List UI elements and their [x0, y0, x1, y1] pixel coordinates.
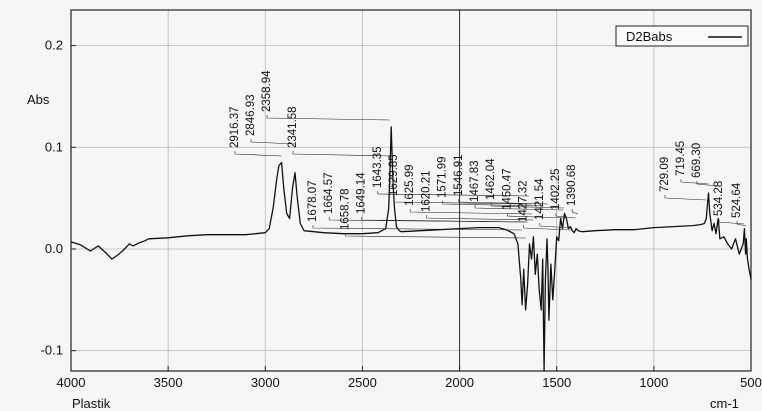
peak-label: 1450.47 — [501, 168, 513, 210]
plot-frame — [70, 9, 752, 372]
peak-label: 719.45 — [675, 141, 687, 176]
peak-leader — [736, 221, 747, 227]
peak-leader — [474, 205, 564, 211]
x-tick-label: 4000 — [57, 375, 86, 390]
peak-leader — [345, 233, 526, 239]
peak-leader — [664, 195, 707, 201]
peak-leader — [539, 223, 573, 229]
peak-leader — [426, 215, 534, 221]
y-tick-label: 0.0 — [45, 241, 63, 256]
peak-leader — [234, 151, 282, 157]
axis-ticks: 4000 3500 3000 2500 2000 1500 1000 500 -0.1 0.0 0.… — [41, 38, 762, 390]
peak-label: 1625.99 — [404, 164, 416, 206]
peak-label: 2846.93 — [245, 94, 257, 136]
peak-leader — [718, 219, 745, 225]
peak-leader — [266, 115, 390, 121]
y-tick-label: -0.1 — [41, 343, 63, 358]
series-group — [70, 126, 752, 372]
y-axis-label: Abs — [27, 92, 50, 107]
peak-label: 2916.37 — [229, 106, 241, 148]
peak-label: 1467.83 — [469, 160, 481, 202]
peak-leader — [696, 181, 719, 187]
peak-leader — [571, 209, 579, 215]
peak-leader — [250, 139, 296, 145]
peak-label: 1571.99 — [437, 156, 449, 198]
x-tick-label: 1500 — [542, 375, 571, 390]
legend-box — [615, 25, 749, 47]
sample-label: Plastik — [72, 396, 111, 411]
x-tick-label: 3000 — [251, 375, 280, 390]
x-tick-label: 1000 — [639, 375, 668, 390]
peak-leader — [442, 201, 543, 207]
series-line — [70, 126, 752, 372]
peak-leader — [361, 217, 528, 223]
legend: D2Babs — [615, 25, 749, 47]
peak-label: 1678.07 — [307, 180, 319, 222]
peak-label: 524.64 — [731, 182, 743, 218]
peak-leader — [409, 209, 533, 215]
peak-label: 2358.94 — [261, 70, 273, 112]
x-tick-label: 3500 — [154, 375, 183, 390]
peak-label: 1658.78 — [339, 188, 351, 230]
peak-label: 669.30 — [691, 143, 703, 178]
peak-leader — [507, 213, 567, 219]
peak-label: 1402.25 — [550, 168, 562, 210]
peak-leader — [555, 213, 576, 219]
peak-label: 1664.57 — [323, 172, 335, 214]
peak-label: 1546.91 — [453, 154, 465, 196]
peak-leader — [680, 179, 709, 185]
x-axis-label: cm-1 — [710, 396, 739, 411]
peak-label: 1462.04 — [485, 158, 497, 200]
peak-labels: 2916.37 2846.93 2358.94 2341.58 1678.07 1664.… — [229, 70, 747, 239]
peak-label: 1390.68 — [566, 164, 578, 206]
peak-leader — [523, 225, 571, 231]
peak-label: 1427.32 — [518, 180, 530, 222]
y-tick-label: 0.2 — [45, 38, 63, 53]
peak-label: 1629.85 — [388, 154, 400, 196]
x-tick-label: 500 — [740, 375, 762, 390]
peak-label: 2341.58 — [287, 106, 299, 148]
peak-leader — [292, 151, 394, 157]
legend-label: D2Babs — [626, 29, 673, 44]
peak-label: 729.09 — [659, 157, 671, 192]
peak-label: 1643.35 — [372, 146, 384, 188]
peak-label: 534.28 — [713, 181, 725, 216]
peak-label: 1649.14 — [356, 172, 368, 214]
peak-label: 1620.21 — [420, 170, 432, 212]
x-tick-label: 2000 — [445, 375, 474, 390]
peak-label: 1421.54 — [534, 178, 546, 220]
y-tick-label: 0.1 — [45, 139, 63, 154]
peak-leader — [490, 203, 565, 209]
peak-leader — [458, 199, 548, 205]
peak-leader — [312, 225, 523, 231]
x-tick-label: 2500 — [348, 375, 377, 390]
peak-leader — [377, 191, 529, 197]
peak-leader — [393, 199, 532, 205]
